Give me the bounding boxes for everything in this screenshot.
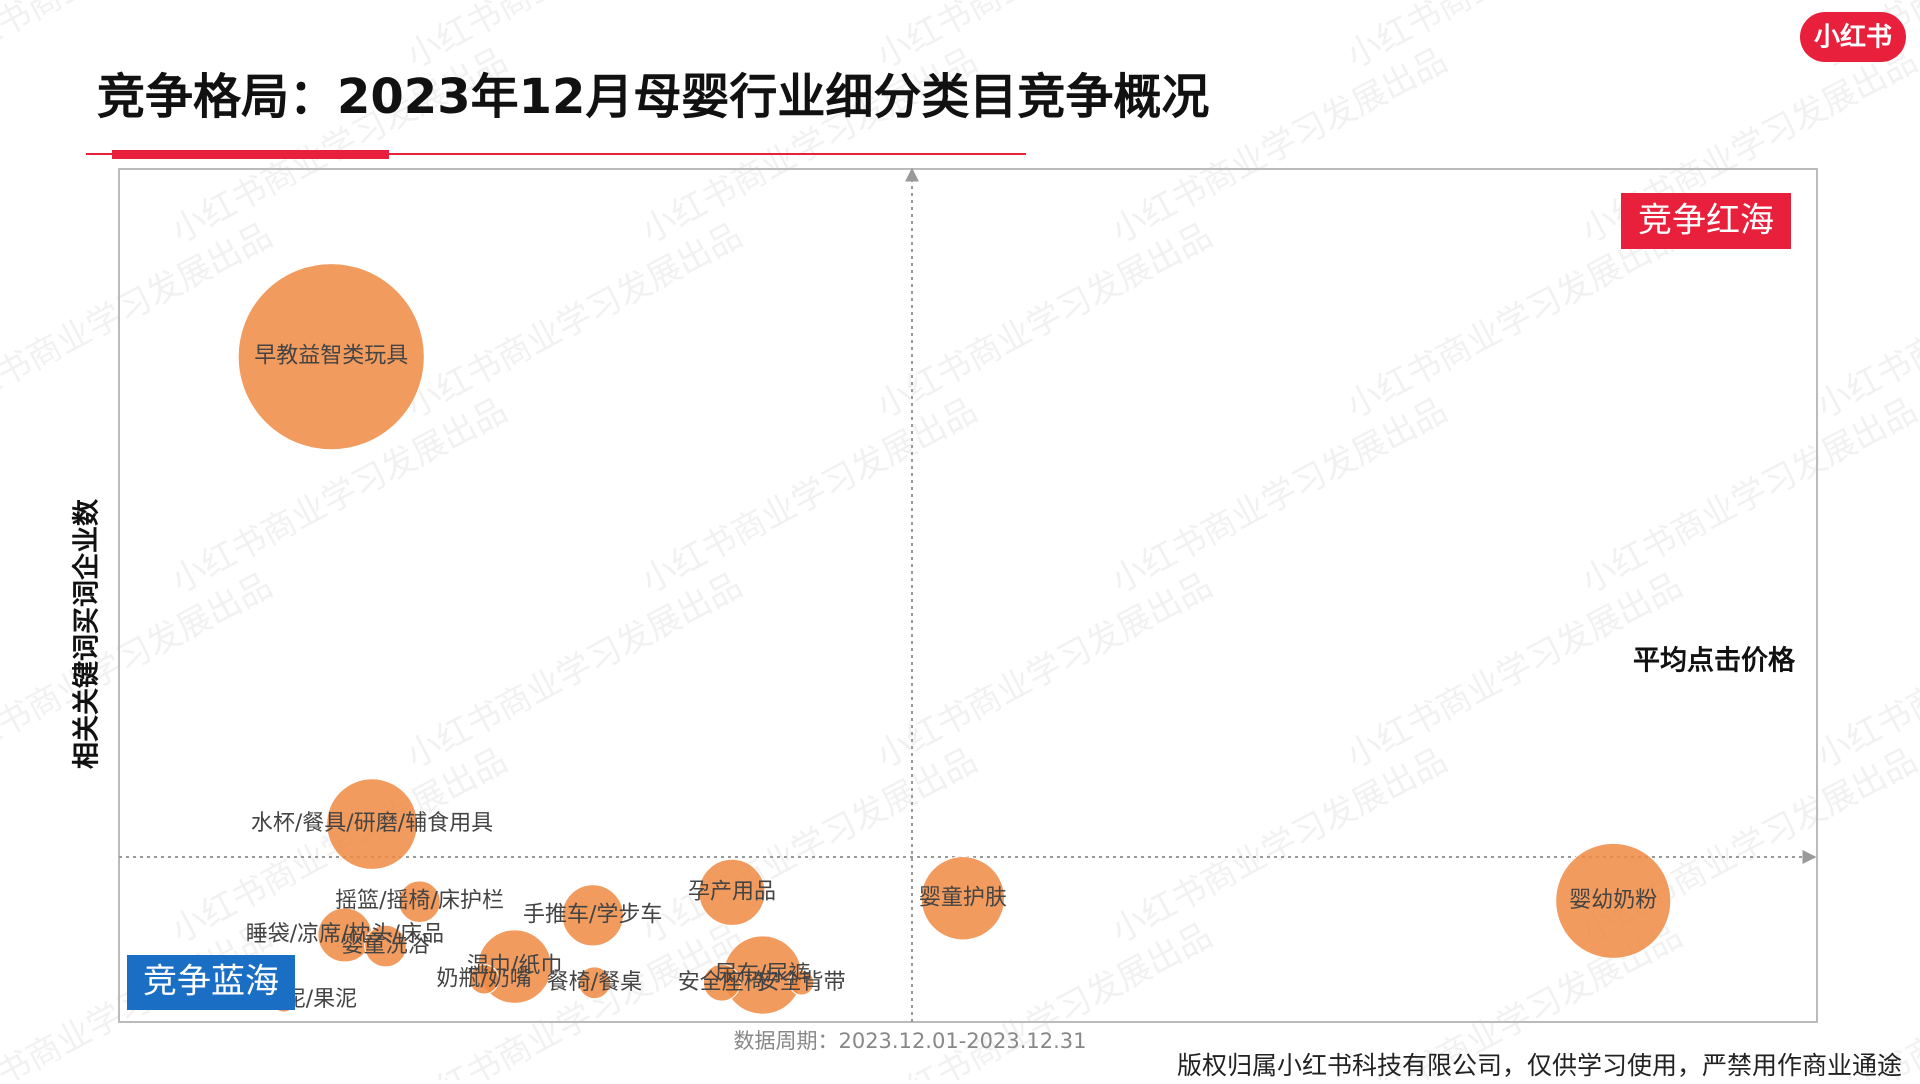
bubble-label: 奶瓶/奶嘴 — [436, 966, 531, 991]
bubble — [561, 884, 624, 947]
watermark: 小红书商业学习发展出品 — [870, 565, 1219, 776]
quadrant-low: 竞争蓝海 — [143, 962, 279, 1002]
watermark: 小红书商业学习发展出品 — [0, 565, 279, 776]
watermark: 小红书商业学习发展出品 — [0, 0, 279, 76]
logo: 小红书 — [1814, 22, 1892, 53]
watermark: 小红书商业学习发展出品 — [400, 565, 749, 776]
x-axis-label: 平均点击价格 — [1633, 646, 1796, 677]
bubble — [398, 880, 441, 924]
bubble-label: 婴幼奶粉 — [1569, 888, 1657, 913]
data-period: 数据周期：2023.12.01-2023.12.31 — [733, 1029, 1086, 1053]
bubble-label: 摇篮/摇椅/床护栏 — [335, 889, 504, 914]
bubble — [698, 858, 766, 926]
watermark: 小红书商业学习发展出品 — [1105, 390, 1454, 601]
title-rule-accent — [112, 150, 389, 159]
quadrant-high: 竞争红海 — [1638, 201, 1774, 241]
watermark: 小红书商业学习发展出品 — [635, 390, 984, 601]
bubble-label: 湿巾/纸巾 — [467, 954, 562, 979]
title: 竞争格局：2023年12月母婴行业细分类目竞争概况 — [97, 69, 1209, 125]
bubble-label: 水杯/餐具/研磨/辅食用具 — [251, 811, 493, 836]
bubble — [237, 263, 425, 451]
watermark: 小红书商业学习发展出品 — [870, 915, 1219, 1080]
bubble-label: 婴童洗浴 — [342, 933, 430, 958]
bubbles: 早教益智类玩具水杯/餐具/研磨/辅食用具摇篮/摇椅/床护栏睡袋/凉席/枕头/床品… — [210, 263, 1672, 1015]
bubble — [920, 856, 1006, 941]
bubble-label: 安全座椅 — [678, 970, 766, 995]
bubble — [578, 966, 611, 1000]
watermark: 小红书商业学习发展出品 — [870, 215, 1219, 426]
bubble — [364, 924, 407, 968]
bubble-label: 婴童护肤 — [919, 885, 1007, 910]
bubble-label: 安全背带 — [758, 970, 846, 995]
bubble — [326, 778, 418, 870]
bubble-label: 手推车/学步车 — [523, 902, 662, 927]
bubble-label: 尿布/尿裤 — [715, 962, 810, 987]
watermark: 小红书商业学习发展出品 — [0, 215, 279, 426]
bubble — [702, 963, 741, 1002]
copyright: 版权归属小红书科技有限公司，仅供学习使用，严禁用作商业通途 — [1177, 1051, 1902, 1080]
y-axis-label: 相关关键词买词企业数 — [71, 498, 103, 769]
quadrant-high-bg — [1621, 193, 1791, 249]
watermark: 小红书商业学习发展出品 — [1575, 390, 1920, 601]
bubble — [468, 964, 500, 995]
plot-frame — [118, 168, 1818, 1023]
bubble — [1555, 842, 1672, 959]
quadrant-low-bg — [127, 955, 295, 1010]
logo-bg — [1800, 12, 1906, 62]
bubble — [788, 970, 815, 996]
bubble-label: 孕产用品 — [688, 879, 776, 904]
bubble-label: 早教益智类玩具 — [254, 344, 408, 369]
watermark: 小红书商业学习发展出品 — [400, 215, 749, 426]
watermark: 小红书商业学习发展出品 — [1105, 740, 1454, 951]
bubble-label: 餐椅/餐桌 — [547, 970, 642, 995]
bubble-label: 睡袋/凉席/枕头/床品 — [246, 922, 444, 947]
